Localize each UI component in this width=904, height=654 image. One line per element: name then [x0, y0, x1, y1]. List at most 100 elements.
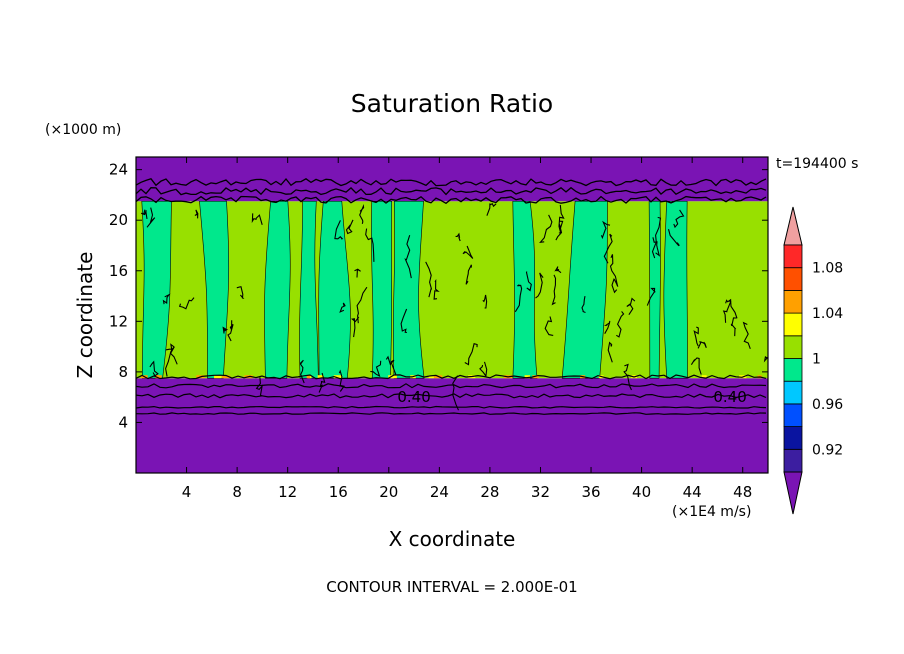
stripe-layer: [141, 200, 762, 379]
contour-scribble: [652, 237, 661, 257]
contour-scribble: [616, 311, 625, 338]
contour-scribble: [385, 355, 397, 375]
field-region: [136, 378, 768, 473]
colorbar-label: 0.92: [812, 442, 843, 458]
contour-line: [136, 374, 767, 380]
contour-scribble: [554, 266, 562, 274]
y-tick-label: 24: [109, 161, 128, 179]
speckle: [388, 375, 397, 379]
field-region: [136, 157, 768, 202]
chart-title: Saturation Ratio: [351, 89, 553, 118]
contour-scribble: [404, 235, 412, 279]
contour-scribble: [555, 220, 564, 241]
contour-scribble: [525, 271, 532, 292]
contour-scribble: [730, 317, 737, 337]
contour-scribble: [690, 357, 702, 375]
contour-scribble: [345, 219, 354, 235]
x-tick-label: 12: [278, 483, 297, 501]
contour-scribble: [465, 264, 472, 285]
speckle: [306, 375, 310, 379]
footer-text: CONTOUR INTERVAL = 2.000E-01: [326, 578, 577, 596]
contour-scribble: [462, 245, 474, 259]
contour-scribble: [725, 298, 738, 319]
contour-scribble: [482, 294, 488, 309]
x-tick-label: 24: [430, 483, 449, 501]
contour-scribble: [535, 272, 544, 299]
speckle: [333, 375, 343, 379]
contour-scribble: [365, 228, 375, 262]
x-tick-label: 8: [232, 483, 242, 501]
contour-scribble: [165, 343, 175, 377]
contour-scribble: [299, 359, 305, 384]
contour-scribble: [194, 209, 199, 219]
contour-scribble: [603, 233, 613, 264]
saturation-stripe: [392, 200, 425, 379]
contour-scribble: [334, 220, 344, 240]
contour-scribble: [251, 213, 263, 225]
contour-scribble: [742, 321, 751, 349]
x-tick-label: 32: [531, 483, 550, 501]
colorbar-band: [783, 358, 803, 382]
colorbar-band: [783, 289, 803, 314]
contour-scribble: [400, 308, 408, 333]
contour-scribble: [626, 297, 636, 315]
y-tick-label: 16: [109, 262, 128, 280]
contour-scribble: [370, 360, 382, 378]
x-axis-ticks: 4 8 12 16 20 24 28 32 36 40 44 48: [182, 157, 752, 501]
contour-scribble: [356, 286, 368, 324]
x-tick-label: 16: [329, 483, 348, 501]
y-unit-label: (×1000 m): [45, 122, 121, 138]
time-label: t=194400 s: [776, 156, 858, 172]
contour-scribble: [600, 220, 611, 240]
speckle: [221, 375, 231, 379]
contour-scribble: [693, 326, 699, 347]
contour-scribble: [763, 356, 768, 363]
contour-scribble: [338, 369, 345, 392]
contour-scribble: [609, 254, 619, 287]
x-tick-label: 36: [581, 483, 600, 501]
contour-line: [136, 412, 767, 415]
speckle: [428, 375, 434, 379]
contour-label: 0.40: [397, 388, 430, 406]
x-tick-label: 40: [632, 483, 651, 501]
plot-area: [136, 157, 768, 473]
y-tick-label: 20: [109, 211, 128, 229]
contour-line: [136, 405, 767, 409]
contour-scribble: [146, 207, 156, 228]
speckle: [214, 375, 222, 379]
contour-scribble: [452, 375, 460, 411]
y-tick-label: 12: [109, 312, 128, 330]
contour-labels: 0.40 0.40: [397, 388, 746, 406]
saturation-stripe: [663, 200, 688, 379]
contour-scribble: [179, 297, 195, 310]
x-tick-label: 20: [379, 483, 398, 501]
contour-layer: [136, 177, 768, 415]
contour-scribble: [227, 320, 234, 342]
contour-scribble: [673, 209, 685, 229]
contour-scribble: [354, 268, 361, 278]
x-tick-label: 44: [683, 483, 702, 501]
saturation-stripe: [299, 200, 319, 379]
contour-scribble: [149, 360, 159, 377]
contour-scribble: [464, 343, 478, 366]
colorbar-label: 0.96: [812, 397, 843, 413]
colorbar-band: [783, 426, 803, 450]
colorbar-label: 1.04: [812, 306, 843, 322]
colorbar-band: [783, 312, 803, 337]
contour-scribble: [455, 232, 461, 242]
x-tick-label: 4: [182, 483, 192, 501]
saturation-stripe: [371, 200, 393, 379]
x-tick-label: 48: [733, 483, 752, 501]
contour-scribble: [646, 287, 656, 306]
contour-scribble: [222, 326, 229, 334]
colorbar-label: 1.08: [812, 261, 843, 277]
contour-scribble: [359, 203, 365, 224]
contour-scribble: [623, 363, 633, 391]
contour-scribble: [544, 316, 554, 337]
contour-scribble: [697, 341, 707, 349]
colorbar-band: [783, 380, 803, 405]
y-tick-label: 8: [118, 363, 128, 381]
contour-scribble: [425, 261, 433, 298]
colorbar-band: [783, 335, 803, 359]
